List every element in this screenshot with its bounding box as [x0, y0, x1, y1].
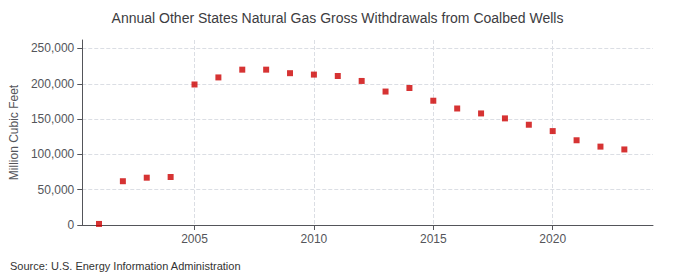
svg-text:Million Cubic Feet: Million Cubic Feet	[7, 84, 21, 180]
svg-text:0: 0	[68, 218, 75, 232]
svg-text:250,000: 250,000	[31, 41, 75, 55]
svg-text:2010: 2010	[301, 232, 328, 246]
svg-text:Annual Other States Natural Ga: Annual Other States Natural Gas Gross Wi…	[112, 10, 564, 26]
svg-text:Source: U.S. Energy Informatio: Source: U.S. Energy Information Administ…	[10, 260, 241, 272]
svg-text:100,000: 100,000	[31, 147, 75, 161]
svg-text:2005: 2005	[181, 232, 208, 246]
svg-text:50,000: 50,000	[38, 183, 75, 197]
svg-text:150,000: 150,000	[31, 112, 75, 126]
svg-text:2015: 2015	[420, 232, 447, 246]
svg-text:2020: 2020	[539, 232, 566, 246]
svg-text:200,000: 200,000	[31, 77, 75, 91]
